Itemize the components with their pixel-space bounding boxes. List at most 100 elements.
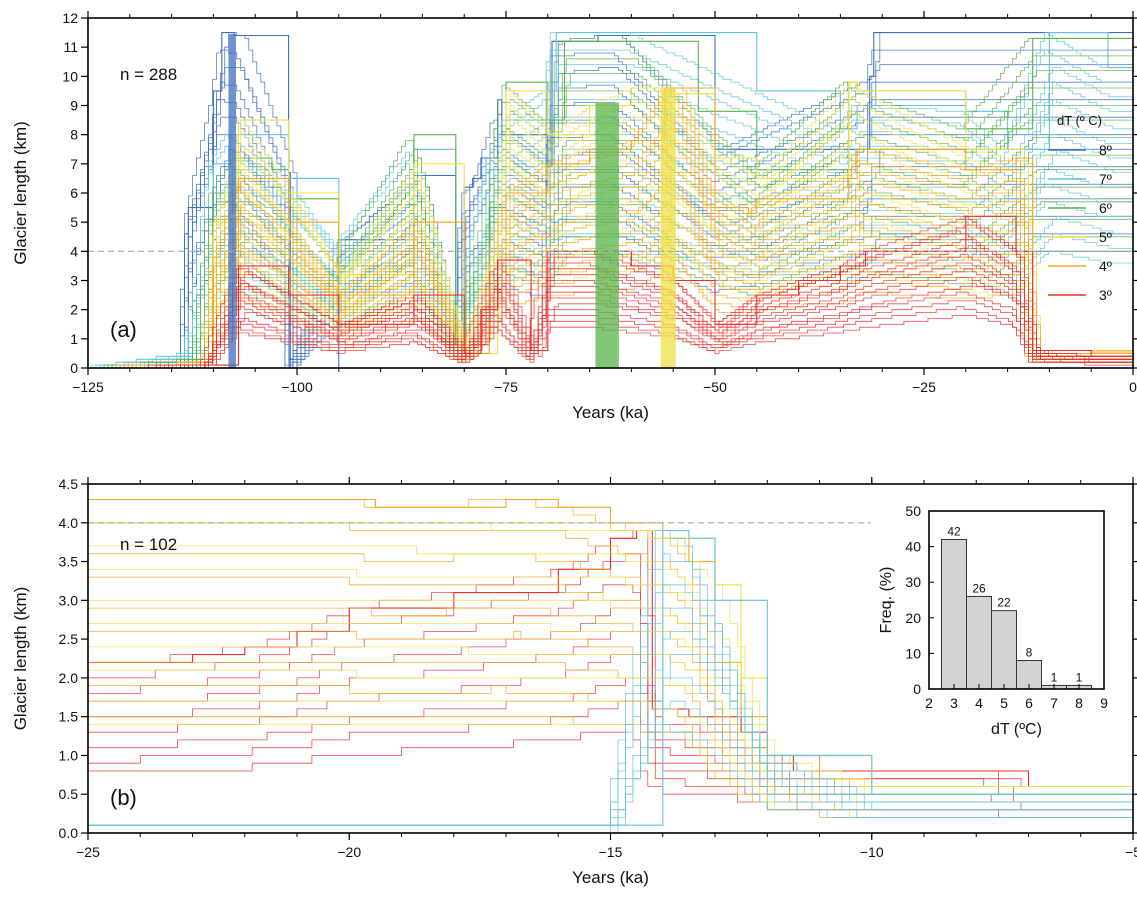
y-tick-label: 2 — [70, 302, 78, 318]
inset-bar — [941, 538, 967, 690]
series-a-6-run — [88, 262, 1133, 368]
legend-label: 3º — [1099, 287, 1112, 303]
x-axis-title: Years (ka) — [572, 868, 649, 887]
plot-area — [88, 498, 1133, 833]
y-tick-label: 3 — [70, 273, 78, 289]
inset-x-tick-label: 8 — [1075, 695, 1083, 711]
series-a-4-run — [88, 140, 1133, 368]
y-tick-label: 3.0 — [59, 592, 79, 608]
series-a-5-run — [88, 128, 1133, 368]
y-tick-label: 12 — [62, 10, 78, 26]
inset-y-axis-title: Freq. (%) — [878, 567, 895, 634]
band-1 — [228, 34, 236, 368]
y-tick-label: 6 — [70, 185, 78, 201]
inset-bar-label: 8 — [1026, 646, 1033, 660]
legend-label: 8º — [1099, 142, 1112, 158]
panel-label: (a) — [110, 317, 137, 342]
legend: dT (º C) 8º 7º 6º 5º 4º 3º — [1048, 113, 1112, 303]
inset-y-tick-label: 50 — [905, 503, 921, 519]
panel-label: (b) — [110, 785, 137, 810]
y-tick-label: 7 — [70, 156, 78, 172]
inset-x-tick-label: 9 — [1100, 695, 1108, 711]
inset-y-tick-label: 30 — [905, 574, 921, 590]
y-tick-label: 4 — [70, 243, 78, 259]
x-tick-label: −50 — [703, 379, 727, 395]
series-a-5-line — [88, 87, 1133, 368]
series-a-5-run — [88, 87, 1133, 368]
series-b-1-run — [88, 553, 1133, 787]
series-a-6-run — [88, 253, 1133, 368]
inset-x-tick-label: 2 — [925, 695, 933, 711]
y-tick-label: 5 — [70, 214, 78, 230]
y-tick-label: 2.0 — [59, 670, 79, 686]
series-a-6-run — [88, 291, 1133, 368]
inset-x-tick-label: 6 — [1025, 695, 1033, 711]
y-tick-label: 4.0 — [59, 515, 79, 531]
inset-bar-label: 1 — [1076, 670, 1083, 684]
inset-bar-label: 22 — [997, 596, 1011, 610]
y-tick-label: 3.5 — [59, 554, 79, 570]
inset-y-tick-label: 10 — [905, 645, 921, 661]
x-tick-label: −25 — [76, 844, 100, 860]
legend-label: 7º — [1099, 171, 1112, 187]
series-a-6-run — [88, 306, 1133, 368]
inset-histogram: 42 26 22 8 1 1 2 3 4 5 6 7 8 9 0 10 20 30 40 50 dT (ºC) Freq.… — [871, 495, 1118, 753]
inset-x-tick-label: 7 — [1050, 695, 1058, 711]
inset-bar — [991, 610, 1017, 690]
series-a-3-run — [88, 169, 1133, 368]
run-count-label: n = 102 — [120, 535, 177, 554]
legend-title: dT (º C) — [1057, 113, 1102, 128]
series-a-5-run — [88, 102, 1133, 368]
y-tick-label: 1.0 — [59, 747, 79, 763]
inset-bar — [966, 595, 992, 690]
y-tick-label: 0.5 — [59, 786, 79, 802]
series-a-6-run — [88, 283, 1133, 368]
series-a-4-line — [88, 81, 1133, 368]
x-tick-label: −10 — [860, 844, 884, 860]
x-tick-label: 0 — [1129, 379, 1137, 395]
inset-y-tick-label: 20 — [905, 610, 921, 626]
series-a-4-run — [88, 180, 1133, 368]
legend-label: 5º — [1099, 229, 1112, 245]
plot-area — [88, 32, 1133, 368]
y-tick-label: 9 — [70, 98, 78, 114]
y-tick-label: 4.5 — [59, 476, 79, 492]
run-count-label: n = 288 — [120, 65, 177, 84]
y-tick-label: 10 — [62, 68, 78, 84]
series-a-4-run — [88, 169, 1133, 368]
legend-label: 4º — [1099, 258, 1112, 274]
y-tick-label: 0.0 — [59, 825, 79, 841]
x-tick-label: −20 — [337, 844, 361, 860]
y-tick-label: 2.5 — [59, 631, 79, 647]
inset-x-tick-label: 4 — [975, 695, 983, 711]
inset-x-tick-label: 5 — [1000, 695, 1008, 711]
series-a-6-run — [88, 277, 1133, 368]
inset-bar-label: 42 — [947, 524, 961, 538]
x-tick-label: −75 — [494, 379, 518, 395]
series-a-5-run — [88, 172, 1133, 368]
x-tick-label: −100 — [281, 379, 313, 395]
y-tick-label: 11 — [63, 39, 78, 55]
series-a-6-run — [88, 300, 1133, 368]
y-tick-label: 0 — [70, 360, 78, 376]
y-tick-label: 1.5 — [59, 709, 79, 725]
series-a-1-run — [88, 215, 1133, 368]
inset-y-tick-label: 0 — [913, 681, 921, 697]
series-b-4-run — [88, 700, 1133, 833]
series-a-6-run — [88, 315, 1133, 368]
series-b-4 — [88, 529, 1133, 833]
band-2 — [595, 102, 619, 368]
inset-bar-label: 26 — [972, 581, 986, 595]
band-3 — [660, 88, 676, 368]
inset-x-tick-label: 3 — [950, 695, 958, 711]
inset-x-axis-title: dT (ºC) — [991, 721, 1042, 738]
series-a-5-run — [88, 157, 1133, 368]
legend-label: 6º — [1099, 200, 1112, 216]
y-axis-title: Glacier length (km) — [11, 587, 30, 731]
series-b-4-line — [88, 529, 1133, 826]
inset-bar-label: 1 — [1051, 670, 1058, 684]
panel-b-chart: −25 −20 −15 −10 −5 0.0 0.5 1.0 1.5 2.0 2.5 3.0 3.5 4.… — [11, 476, 1137, 887]
y-tick-label: 1 — [70, 331, 78, 347]
x-tick-label: −15 — [599, 844, 623, 860]
